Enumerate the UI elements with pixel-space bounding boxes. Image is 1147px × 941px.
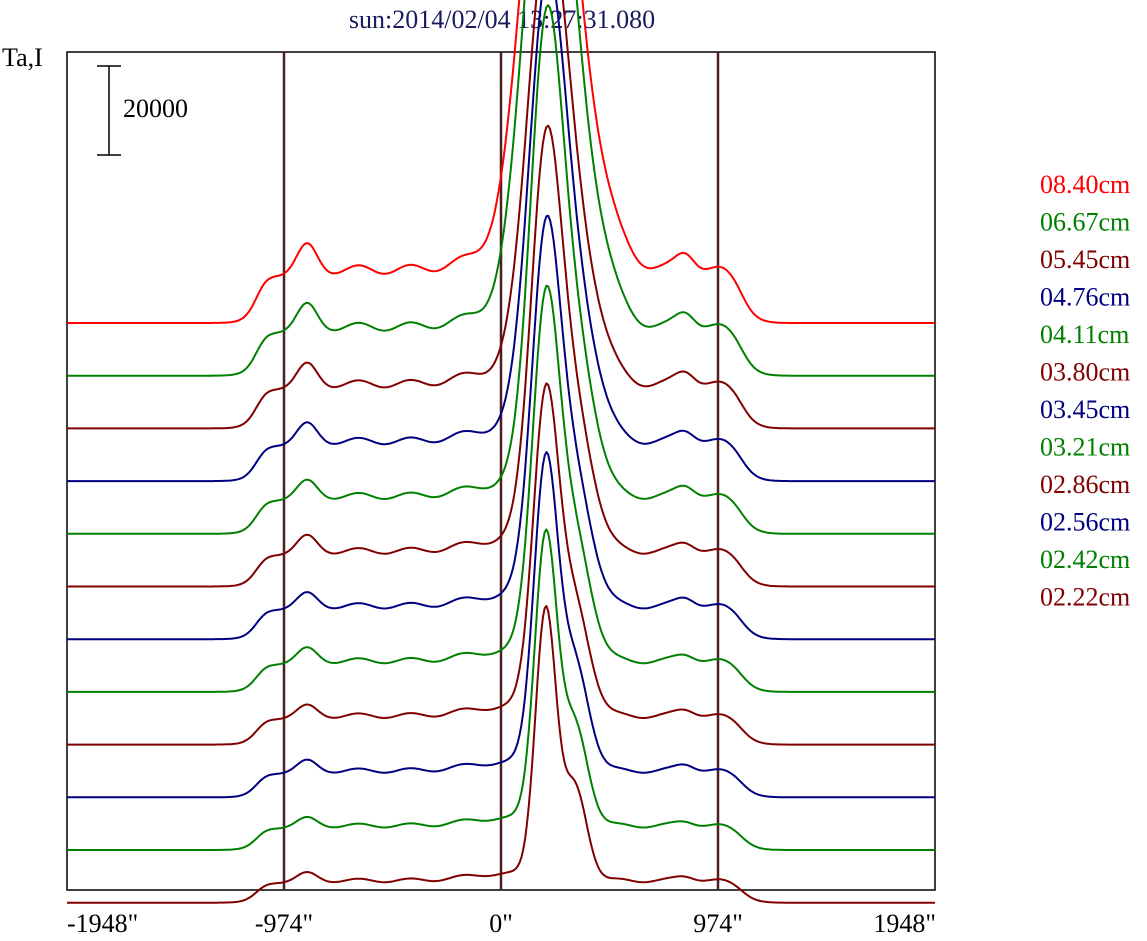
legend-item: 03.21cm (1040, 433, 1130, 462)
legend-item: 02.42cm (1040, 545, 1130, 574)
legend-item: 03.45cm (1040, 395, 1130, 424)
legend-item: 05.45cm (1040, 245, 1130, 274)
legend-item: 03.80cm (1040, 358, 1130, 387)
series-line-03.21cm (67, 284, 935, 693)
x-tick-label: -1948" (67, 909, 138, 938)
x-tick-label: 0" (489, 909, 513, 938)
legend-item: 08.40cm (1040, 170, 1130, 199)
series-line-06.67cm (67, 0, 935, 377)
series-line-04.11cm (67, 4, 935, 535)
series-line-05.45cm (67, 0, 935, 430)
legend-item: 02.86cm (1040, 470, 1130, 499)
x-tick-label: 1948" (873, 909, 936, 938)
x-tick-label: -974" (255, 909, 313, 938)
scale-bar: 20000 (97, 65, 188, 156)
series-line-02.56cm (67, 451, 935, 799)
scale-bar-label: 20000 (123, 94, 188, 123)
legend-item: 04.76cm (1040, 283, 1130, 312)
series-line-03.45cm (67, 214, 935, 641)
series-line-02.22cm (67, 605, 935, 904)
series-line-03.80cm (67, 124, 935, 588)
series-line-02.42cm (67, 528, 935, 851)
legend-item: 06.67cm (1040, 208, 1130, 237)
series-line-04.76cm (67, 0, 935, 483)
series-line-08.40cm (67, 0, 935, 324)
x-tick-labels: -1948" -974" 0" 974" 1948" (67, 909, 936, 938)
series-lines (67, 0, 935, 904)
legend-item: 02.56cm (1040, 508, 1130, 537)
x-tick-label: 974" (693, 909, 743, 938)
series-line-02.86cm (67, 382, 935, 746)
legend-item: 04.11cm (1040, 320, 1129, 349)
legend-item: 02.22cm (1040, 583, 1130, 612)
vertical-reference-lines (282, 52, 720, 890)
legend: 08.40cm 06.67cm 05.45cm 04.76cm 04.11cm 03.80… (1040, 170, 1130, 612)
chart-title: sun:2014/02/04 13:27:31.080 (349, 5, 655, 34)
y-axis-label: Ta,I (2, 43, 43, 72)
